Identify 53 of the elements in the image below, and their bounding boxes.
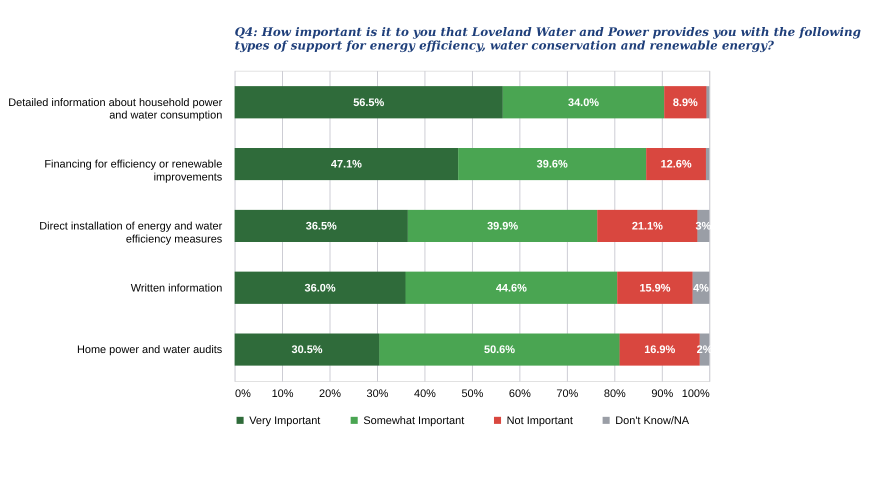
x-tick-label: 50% xyxy=(461,388,484,400)
bar xyxy=(379,333,620,366)
y-tick-label: Direct installation of energy and water efficiency measures xyxy=(39,220,223,246)
x-tick-label: 40% xyxy=(414,388,436,400)
bar xyxy=(234,86,503,118)
data-label: 34.0% xyxy=(568,96,600,109)
data-label: 30.5% xyxy=(291,344,323,356)
legend-label: Very Important xyxy=(249,415,320,428)
bar xyxy=(617,272,693,304)
x-tick-label: 60% xyxy=(508,388,532,400)
data-label: 39.6% xyxy=(536,158,568,171)
legend-label: Not Important xyxy=(506,415,573,428)
bar xyxy=(706,86,710,118)
x-tick-label: 80% xyxy=(604,388,626,400)
data-label: 16.9% xyxy=(644,344,676,356)
data-label: 47.1% xyxy=(330,158,362,171)
bar xyxy=(234,210,408,242)
y-tick-label: Financing for efficiency or renewable improvements xyxy=(44,158,223,184)
x-tick-label: 70% xyxy=(556,388,579,400)
bar xyxy=(234,333,380,366)
data-label: 56.5% xyxy=(353,96,384,109)
bar xyxy=(706,148,710,180)
x-tick-label: 20% xyxy=(319,388,342,400)
chart-title: Q4: How important is it to you that Loveland Water and Power provides you with the following types of support for energy efficiency, water conservation and renewable energy? xyxy=(234,25,861,53)
data-label: 44.6% xyxy=(496,282,528,294)
bar xyxy=(664,86,706,118)
x-tick-label: 100% xyxy=(682,388,710,400)
x-tick-label: 90% xyxy=(651,388,674,400)
data-label: 15.9% xyxy=(639,282,671,294)
data-label: 8.9% xyxy=(672,96,698,109)
bar xyxy=(408,210,598,242)
data-label: 36.5% xyxy=(306,220,338,233)
x-tick-label: 30% xyxy=(366,388,389,400)
bar xyxy=(458,148,646,180)
data-label: 39.9% xyxy=(487,220,518,233)
data-label: 36.0% xyxy=(304,282,336,294)
legend-label: Somewhat Important xyxy=(363,415,464,428)
y-tick-label: Detailed information about household power and water consumption xyxy=(8,96,223,122)
data-label: 4% xyxy=(693,282,710,294)
bar xyxy=(234,148,458,180)
bar xyxy=(234,272,406,304)
bar xyxy=(502,86,664,118)
y-tick-label: Written information xyxy=(130,282,222,294)
bar xyxy=(597,210,698,242)
data-label: 50.6% xyxy=(484,344,516,356)
data-label: 12.6% xyxy=(660,158,692,171)
bar xyxy=(646,148,706,180)
legend-label: Don't Know/NA xyxy=(615,415,690,428)
y-tick-label: Home power and water audits xyxy=(76,344,223,356)
bar xyxy=(405,272,618,304)
x-tick-label: 10% xyxy=(272,388,294,400)
x-tick-label: 0% xyxy=(235,388,252,400)
data-label: 21.1% xyxy=(632,220,664,233)
